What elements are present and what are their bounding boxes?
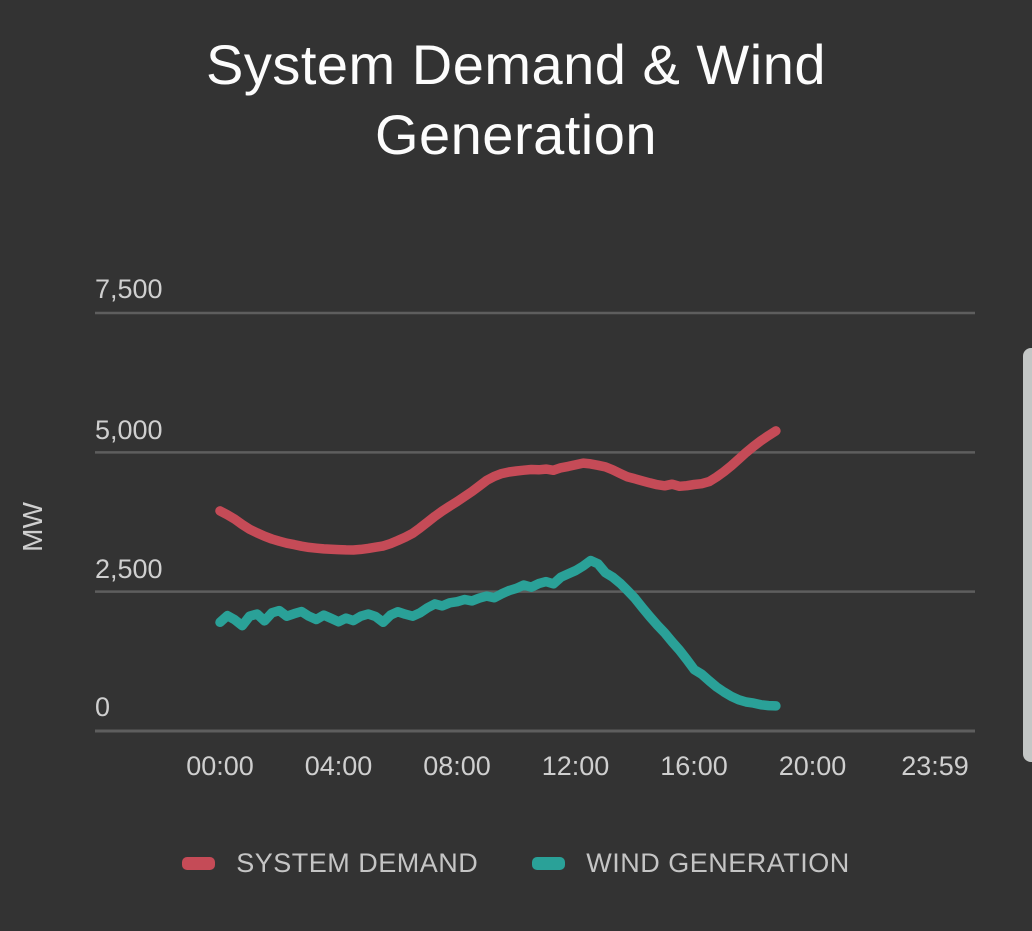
y-axis-tick-2500: 2,500	[95, 554, 163, 584]
legend-label-wind-generation: WIND GENERATION	[586, 848, 850, 878]
scrollbar-thumb[interactable]	[1023, 348, 1032, 762]
series-line-wind-generation[interactable]	[215, 555, 781, 711]
x-axis-tick-2000: 20:00	[778, 751, 847, 781]
x-axis-tick-1600: 16:00	[660, 751, 728, 781]
system-demand-swatch-icon	[182, 857, 216, 870]
x-axis-tick-0400: 04:00	[304, 751, 373, 781]
legend-item-system-demand[interactable]: SYSTEM DEMAND	[182, 850, 478, 877]
wind-generation-swatch-icon	[532, 857, 566, 870]
x-axis-tick-1200: 12:00	[541, 751, 610, 781]
x-axis-tick-0800: 08:00	[423, 751, 491, 781]
y-axis-tick-0: 0	[95, 692, 111, 722]
chart-plot-area[interactable]	[95, 275, 975, 745]
y-axis-label: MW	[17, 502, 48, 552]
y-axis-tick-7500: 7,500	[95, 274, 163, 304]
x-axis-tick-0000: 00:00	[186, 751, 254, 781]
legend-item-wind-generation[interactable]: WIND GENERATION	[532, 850, 850, 877]
y-axis-tick-5000: 5,000	[95, 415, 163, 445]
series-line-system-demand[interactable]	[215, 426, 781, 555]
chart-title: System Demand & Wind Generation	[206, 33, 826, 166]
chart-legend: SYSTEM DEMAND WIND GENERATION	[0, 850, 1032, 877]
x-axis-tick-2359: 23:59	[901, 751, 969, 781]
legend-label-system-demand: SYSTEM DEMAND	[236, 848, 479, 878]
